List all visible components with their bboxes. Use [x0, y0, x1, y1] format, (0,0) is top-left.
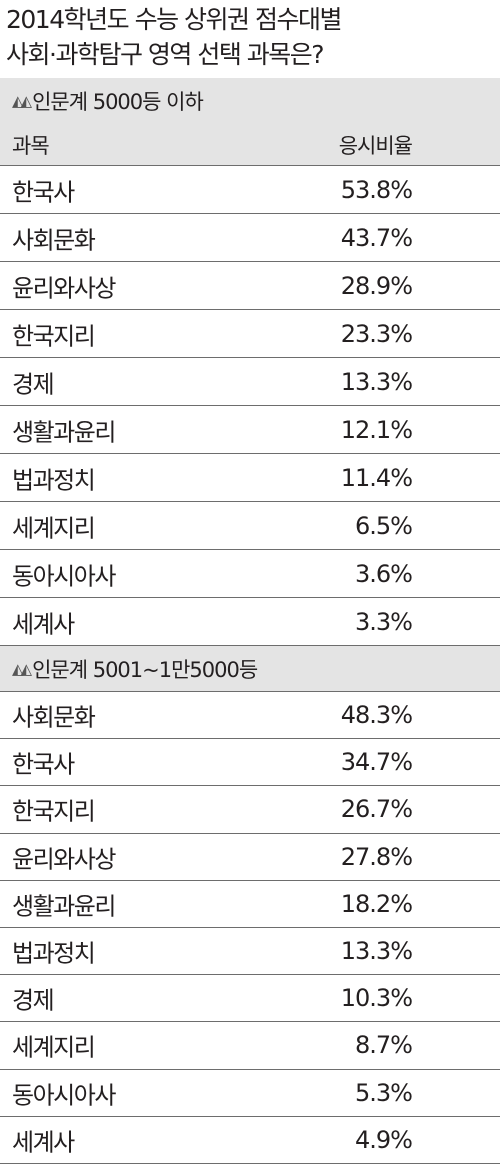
ratio-cell: 11.4% — [340, 463, 413, 492]
ratio-cell: 8.7% — [355, 1031, 413, 1060]
ratio-cell: 34.7% — [340, 748, 413, 777]
ratio-cell: 43.7% — [340, 223, 413, 252]
section-label: 인문계 5000등 이하 — [32, 89, 204, 114]
subject-cell: 법과정치 — [12, 466, 96, 494]
table-row: 경제 10.3% — [0, 975, 500, 1023]
table-row: 동아시아사 5.3% — [0, 1070, 500, 1117]
ratio-cell: 18.2% — [340, 889, 413, 918]
subject-cell: 한국지리 — [12, 322, 96, 350]
subject-cell: 세계지리 — [12, 514, 96, 542]
table-row: 한국지리 26.7% — [0, 786, 500, 834]
ratio-cell: 3.6% — [355, 559, 413, 588]
subject-cell: 사회문화 — [12, 226, 96, 254]
table-row: 세계지리 6.5% — [0, 502, 500, 550]
subject-cell: 경제 — [12, 370, 55, 398]
ratio-cell: 13.3% — [340, 937, 413, 966]
ratio-cell: 3.3% — [355, 607, 413, 636]
subject-cell: 한국사 — [12, 750, 75, 779]
table-row: 윤리와사상 27.8% — [0, 834, 500, 881]
section-label: 인문계 5001~1만5000등 — [32, 657, 258, 682]
ratio-cell: 10.3% — [340, 984, 413, 1013]
table-row: 생활과윤리 18.2% — [0, 881, 500, 928]
subject-cell: 윤리와사상 — [12, 845, 116, 874]
table-row: 동아시아사 3.6% — [0, 550, 500, 598]
title-line-2: 사회·과학탐구 영역 선택 과목은? — [6, 40, 325, 69]
chart-title: 2014학년도 수능 상위권 점수대별 사회·과학탐구 영역 선택 과목은? — [6, 2, 494, 72]
table-row: 사회문화 43.7% — [0, 214, 500, 262]
ratio-cell: 4.9% — [355, 1125, 413, 1154]
ratio-cell: 27.8% — [340, 842, 413, 871]
subject-cell: 세계사 — [12, 610, 75, 638]
column-header-row: 과목 응시비율 — [0, 122, 500, 166]
table-row: 윤리와사상 28.9% — [0, 262, 500, 310]
table-row: 생활과윤리 12.1% — [0, 406, 500, 454]
table-row: 한국사 34.7% — [0, 739, 500, 787]
ratio-cell: 13.3% — [340, 367, 413, 396]
table-row: 한국지리 23.3% — [0, 310, 500, 358]
subject-cell: 세계지리 — [12, 1033, 96, 1062]
table-row: 한국사 53.8% — [0, 166, 500, 214]
subject-cell: 경제 — [12, 986, 55, 1015]
table-row: 사회문화 48.3% — [0, 692, 500, 740]
subject-cell: 생활과윤리 — [12, 418, 116, 446]
title-line-1: 2014학년도 수능 상위권 점수대별 — [6, 5, 342, 34]
ratio-cell: 48.3% — [340, 701, 413, 730]
subject-cell: 윤리와사상 — [12, 274, 116, 302]
column-header-ratio: 응시비율 — [338, 134, 413, 158]
table-row: 세계지리 8.7% — [0, 1022, 500, 1070]
subject-cell: 생활과윤리 — [12, 892, 116, 921]
table-row: 법과정치 13.3% — [0, 928, 500, 976]
ratio-cell: 26.7% — [340, 795, 413, 824]
triangle-icon: ◭◭ — [12, 91, 32, 110]
section-header: ◭◭ 인문계 5001~1만5000등 — [0, 646, 500, 692]
ratio-cell: 12.1% — [340, 415, 413, 444]
subject-cell: 동아시아사 — [12, 562, 116, 590]
section-header: ◭◭ 인문계 5000등 이하 — [0, 78, 500, 123]
subject-cell: 동아시아사 — [12, 1081, 116, 1110]
ratio-cell: 5.3% — [355, 1078, 413, 1107]
subject-cell: 세계사 — [12, 1128, 75, 1157]
triangle-icon: ◭◭ — [12, 659, 32, 678]
table-row: 세계사 4.9% — [0, 1117, 500, 1164]
table-row: 세계사 3.3% — [0, 598, 500, 646]
subject-cell: 한국지리 — [12, 797, 96, 826]
subject-cell: 법과정치 — [12, 939, 96, 968]
subject-cell: 사회문화 — [12, 703, 96, 732]
table-row: 법과정치 11.4% — [0, 454, 500, 502]
ratio-cell: 53.8% — [340, 175, 413, 204]
ratio-cell: 23.3% — [340, 319, 413, 348]
table-row: 경제 13.3% — [0, 358, 500, 406]
ratio-cell: 28.9% — [340, 271, 413, 300]
subject-cell: 한국사 — [12, 178, 75, 206]
ratio-cell: 6.5% — [355, 511, 413, 540]
column-header-subject: 과목 — [12, 134, 50, 158]
